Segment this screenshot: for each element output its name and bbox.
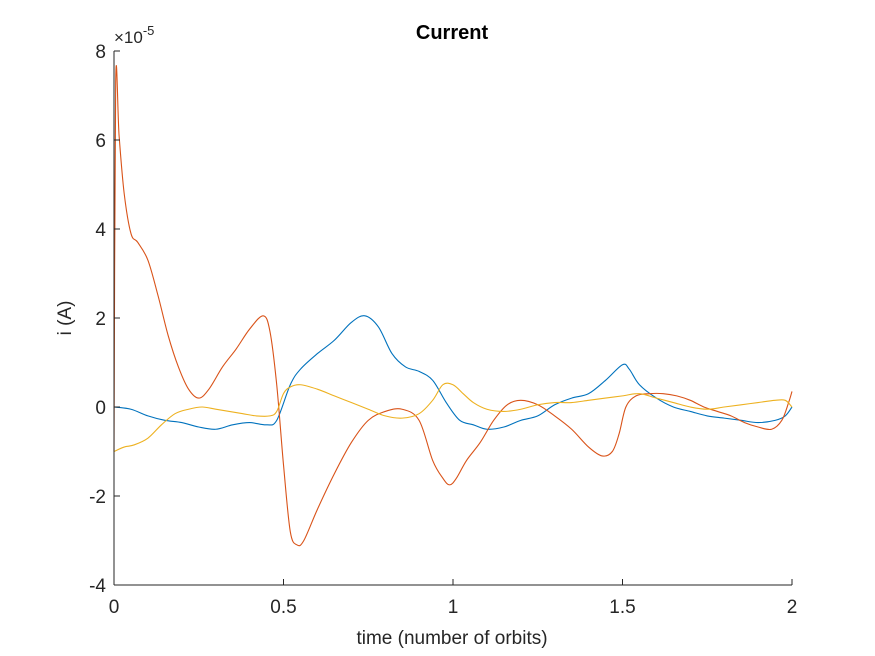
axes-layer (113, 51, 792, 586)
x-tick-label: 1.5 (609, 597, 635, 618)
y-exponent-base: ×10 (114, 28, 143, 47)
y-axis-label: i (A) (55, 301, 76, 336)
y-exponent-label: ×10-5 (114, 23, 154, 47)
y-tick-label: -4 (89, 576, 106, 597)
series-line-3 (113, 382, 793, 453)
y-ticks: -4 -2 0 2 4 6 8 (89, 42, 120, 597)
series-layer (113, 64, 793, 547)
y-tick-label: 2 (95, 309, 106, 330)
x-tick-label: 0 (109, 597, 120, 618)
x-tick-label: 2 (787, 597, 798, 618)
x-ticks: 0 0.5 1 1.5 2 (109, 579, 798, 618)
series-line-1 (113, 315, 793, 430)
chart-title: Current (416, 22, 489, 44)
x-tick-label: 0.5 (270, 597, 296, 618)
x-tick-label: 1 (448, 597, 459, 618)
y-exponent-power: -5 (143, 23, 155, 38)
y-tick-label: 6 (95, 131, 106, 152)
series-line-2 (113, 64, 793, 547)
y-tick-label: 8 (95, 42, 106, 63)
y-tick-label: 4 (95, 220, 106, 241)
y-tick-label: -2 (89, 487, 106, 508)
y-tick-label: 0 (95, 398, 106, 419)
x-axis-label: time (number of orbits) (356, 628, 547, 649)
